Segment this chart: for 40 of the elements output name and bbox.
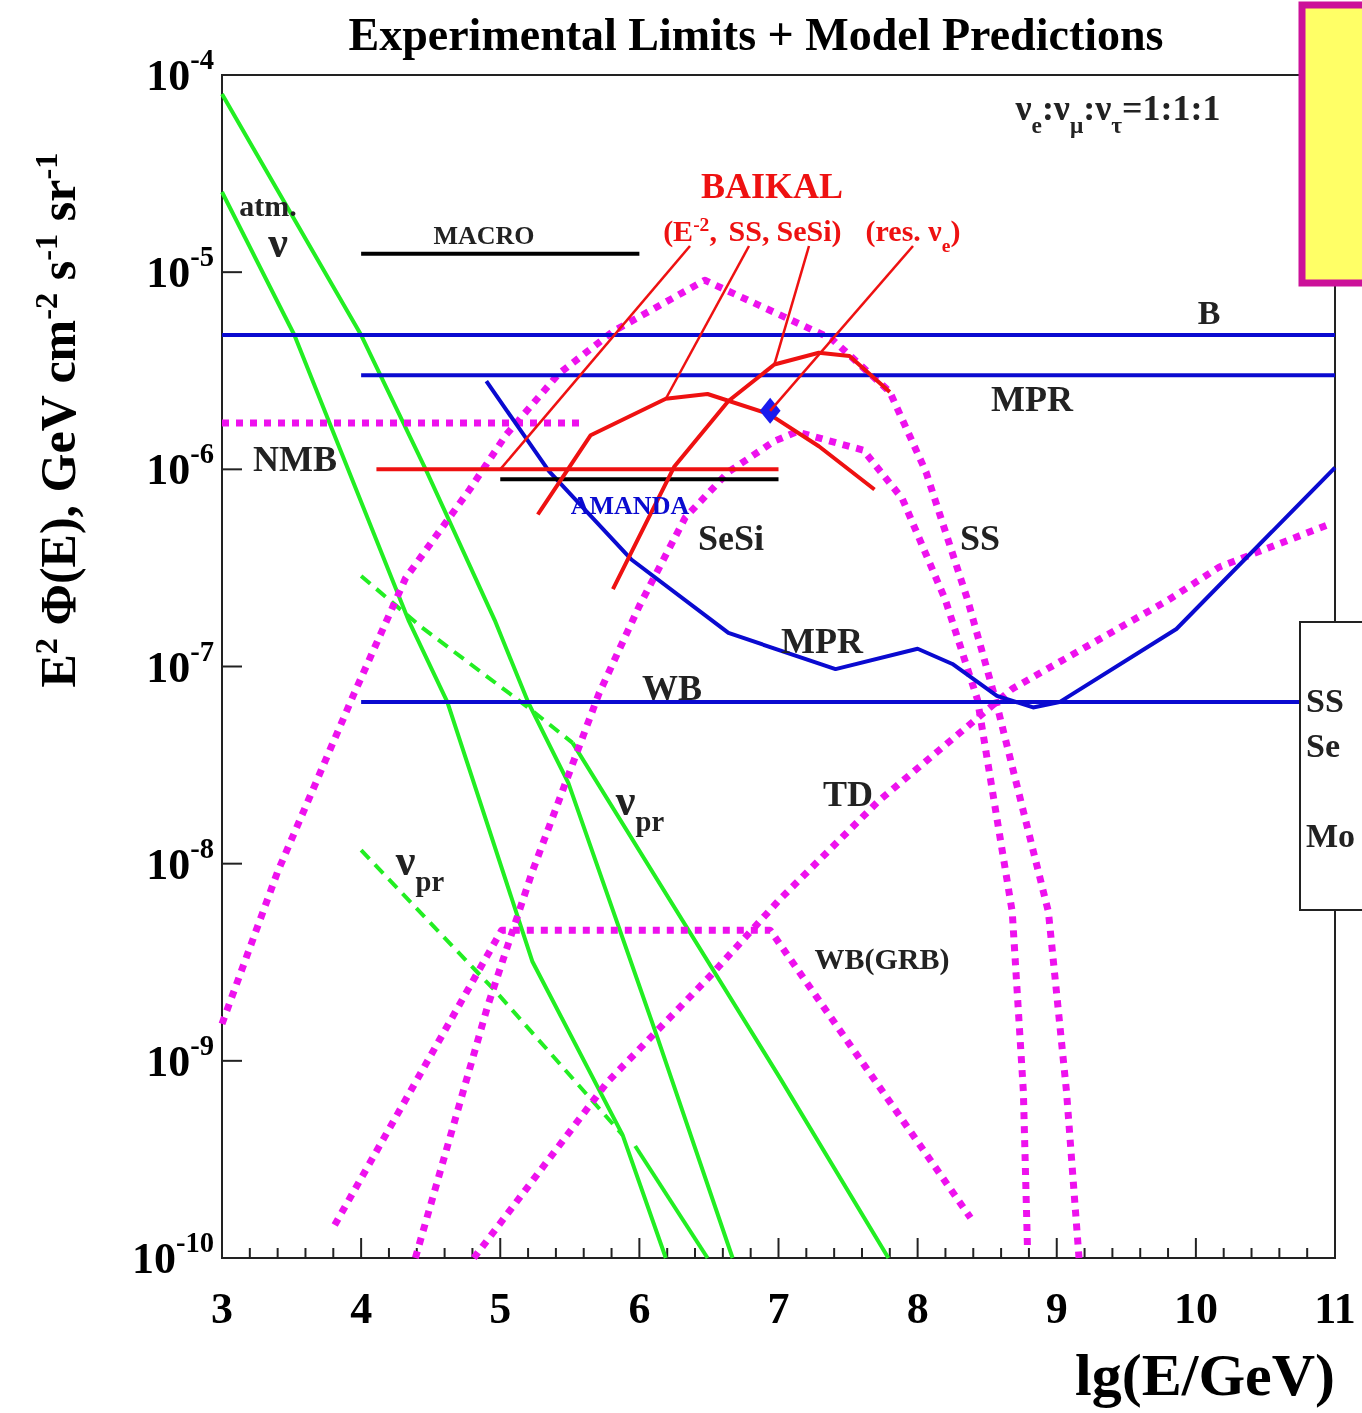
annotation: MPR xyxy=(991,378,1074,419)
annotation: SS xyxy=(959,517,1001,558)
x-tick-label: 9 xyxy=(1045,1284,1068,1333)
annotation: NMB xyxy=(253,438,337,479)
y-tick-label: 10$^{-5}$ xyxy=(146,241,214,297)
annotation: MACRO xyxy=(433,221,535,251)
annotation: Mo xyxy=(1306,816,1356,854)
annotation: SeSi) xyxy=(776,213,842,248)
annotation: B xyxy=(1197,293,1221,331)
y-tick-label: 10$^{-6}$ xyxy=(146,438,214,494)
x-tick-label: 8 xyxy=(906,1284,929,1333)
x-tick-label: 5 xyxy=(489,1284,512,1333)
annotation: WB xyxy=(641,667,703,708)
annotation: Se xyxy=(1306,726,1340,764)
chart-title: Experimental Limits + Model Predictions xyxy=(348,9,1164,60)
x-tick-label: 3 xyxy=(211,1284,233,1333)
y-tick-label: 10$^{-8}$ xyxy=(146,832,214,889)
annotation: ν$_{pr}$ xyxy=(394,836,445,897)
annotation: ν$_{pr}$ xyxy=(614,776,665,837)
y-tick-label: 10$^{-10}$ xyxy=(131,1227,214,1283)
annotation: (E$^{-2}$, xyxy=(663,213,717,248)
annotation: SS, xyxy=(728,213,770,247)
annotation: TD xyxy=(822,773,874,814)
x-tick-label: 4 xyxy=(350,1284,373,1333)
x-tick-label: 10 xyxy=(1173,1284,1218,1333)
x-axis-title: lg(E/GeV) xyxy=(1075,1342,1335,1408)
y-tick-label: 10$^{-4}$ xyxy=(146,44,214,100)
annotation: MPR xyxy=(781,620,864,661)
annotation: ν$_{e}$:ν$_{μ}$:ν$_{τ}$=1:1:1 xyxy=(1014,87,1221,138)
annotation: ν xyxy=(267,218,289,268)
y-tick-label: 10$^{-7}$ xyxy=(146,635,214,691)
y-tick-label: 10$^{-9}$ xyxy=(146,1029,214,1086)
x-tick-label: 6 xyxy=(628,1284,651,1333)
annotation: SeSi xyxy=(697,517,765,558)
annotation: BAIKAL xyxy=(700,165,844,206)
annotation: SS xyxy=(1306,681,1344,719)
annotation: WB(GRB) xyxy=(814,941,950,976)
annotation: (res. ν$_{e}$) xyxy=(865,213,961,255)
x-tick-label: 11 xyxy=(1314,1284,1356,1333)
x-tick-label: 7 xyxy=(767,1284,790,1333)
